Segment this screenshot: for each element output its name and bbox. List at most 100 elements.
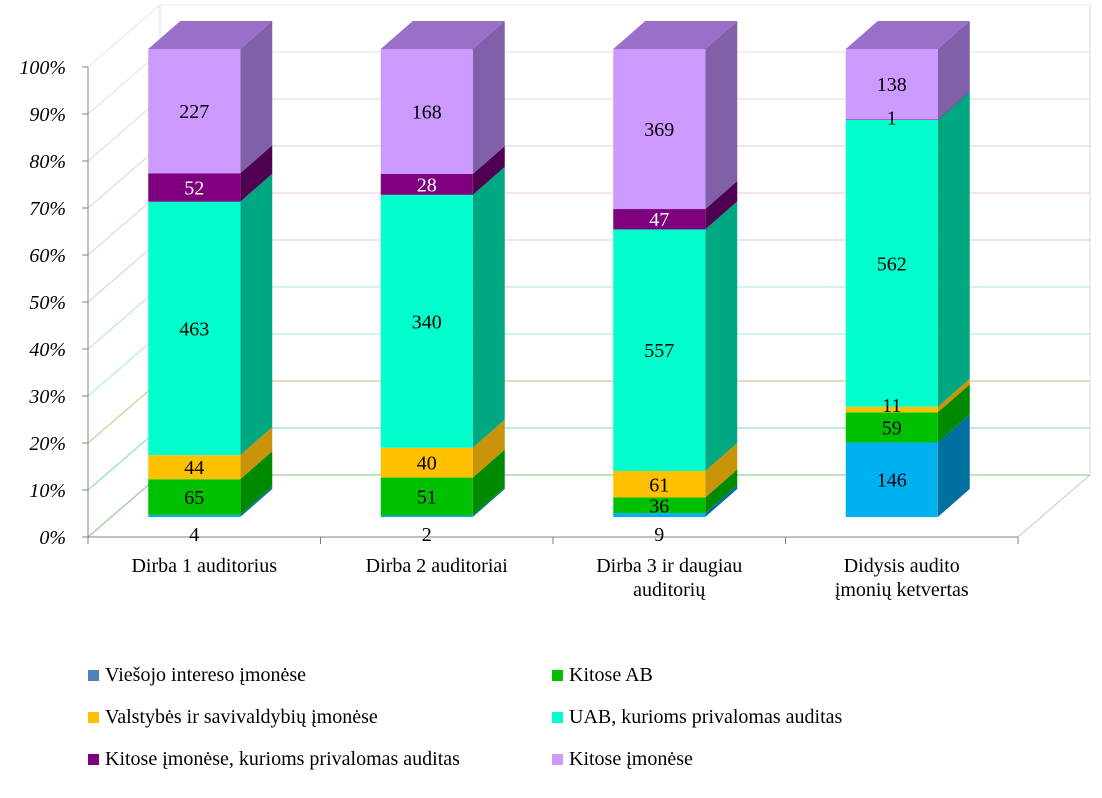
bar (845, 49, 938, 120)
bar-side (240, 486, 273, 517)
bar (380, 49, 473, 174)
data-label: 28 (417, 174, 437, 196)
legend-item: Viešojo intereso įmonėse (88, 664, 306, 687)
y-tick-label: 10% (29, 480, 66, 502)
bar (845, 412, 938, 443)
data-label: 59 (882, 417, 902, 439)
x-tick-label: įmonių ketvertas (835, 579, 969, 601)
data-label: 52 (184, 177, 204, 199)
data-label: 61 (649, 474, 669, 496)
bar-side (705, 443, 738, 498)
bar (380, 173, 473, 195)
bar-side (705, 469, 738, 514)
data-label: 9 (654, 524, 664, 546)
data-label: 1 (887, 107, 897, 129)
x-tick-label: Dirba 3 ir daugiau (596, 555, 742, 577)
legend-swatch (552, 712, 563, 723)
data-label: 36 (649, 495, 669, 517)
legend-item: Kitose įmonėse (552, 748, 693, 771)
bar-top (380, 21, 505, 49)
data-label: 65 (184, 487, 204, 509)
legend-swatch (88, 670, 99, 681)
bar (845, 406, 938, 413)
bar (613, 513, 706, 517)
data-label: 369 (644, 119, 674, 141)
bar (148, 49, 241, 174)
bar (845, 442, 938, 517)
legend-item: Valstybės ir savivaldybių įmonėse (88, 706, 378, 729)
bar-side (472, 166, 505, 448)
data-label: 463 (179, 318, 209, 340)
data-label: 227 (179, 101, 209, 123)
bar (613, 229, 706, 472)
bar-side (240, 427, 273, 480)
legend-label: UAB, kurioms privalomas auditas (569, 706, 843, 728)
bar-side (937, 21, 970, 120)
bar-side (240, 21, 273, 174)
y-tick-label: 50% (29, 292, 66, 314)
bar-side (937, 91, 970, 407)
legend-label: Viešojo intereso įmonėse (105, 664, 306, 686)
bar (380, 194, 473, 448)
bar-side (937, 378, 970, 413)
legend-item: Kitose AB (552, 664, 653, 687)
x-tick-label: auditorių (633, 579, 706, 601)
data-label: 40 (417, 453, 437, 475)
legend-swatch (552, 754, 563, 765)
bar (148, 455, 241, 480)
tick-labels: 0% 10% 20% 30% 40% 50% 60% 70% 80% 90% 100% Dirba 1… (19, 57, 969, 601)
x-tick-label: Dirba 2 auditoriai (366, 555, 509, 577)
bar (845, 119, 938, 120)
legend-item: UAB, kurioms privalomas auditas (552, 706, 842, 729)
data-label: 168 (412, 101, 442, 123)
y-tick-label: 40% (29, 339, 66, 361)
legend-label: Kitose įmonėse (569, 748, 693, 770)
data-label: 2 (422, 524, 432, 546)
x-tick-label: Didysis audito (844, 555, 960, 577)
axes (82, 66, 1019, 544)
bar-side (937, 414, 970, 517)
data-label: 340 (412, 311, 442, 333)
legend-swatch (88, 754, 99, 765)
bar-side (937, 91, 970, 120)
bar-side (472, 21, 505, 174)
bar-side (472, 419, 505, 478)
legend-swatch (552, 670, 563, 681)
data-label: 146 (877, 470, 907, 492)
y-tick-label: 90% (29, 104, 66, 126)
bar (148, 201, 241, 456)
data-label: 4 (189, 524, 199, 546)
data-label: 138 (877, 74, 907, 96)
legend-item: Kitose įmonėse, kurioms privalomas audit… (88, 748, 460, 771)
y-tick-label: 100% (19, 57, 66, 79)
data-label: 44 (184, 457, 204, 479)
bar (148, 173, 241, 202)
legend-swatch (88, 712, 99, 723)
data-label: 557 (644, 340, 674, 362)
legend-label: Valstybės ir savivaldybių įmonėse (105, 706, 378, 728)
bar-top (613, 21, 738, 49)
bar-side (472, 449, 505, 516)
bar-top (845, 21, 970, 49)
data-label: 562 (877, 253, 907, 275)
bar (613, 497, 706, 514)
bar (845, 119, 938, 407)
bar (148, 514, 241, 517)
y-tick-label: 30% (28, 386, 66, 408)
bar (613, 471, 706, 498)
data-label: 11 (882, 395, 901, 417)
bar (148, 479, 241, 515)
bar-side (240, 451, 273, 515)
bar (613, 209, 706, 230)
bar (380, 515, 473, 517)
bar (380, 477, 473, 516)
bar-side (472, 487, 505, 517)
y-tick-label: 20% (29, 433, 66, 455)
bar-side (705, 181, 738, 230)
data-label: 51 (417, 487, 437, 509)
bars (148, 21, 970, 517)
legend-label: Kitose įmonėse, kurioms privalomas audit… (105, 748, 460, 770)
data-label: 47 (649, 209, 669, 231)
